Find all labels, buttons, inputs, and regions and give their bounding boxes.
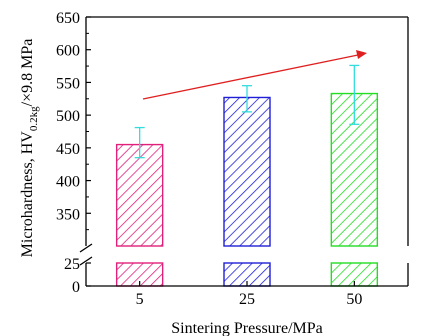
trend-arrow-line [142,54,359,100]
ticks-layer: 350 400 450 500 550 600 650 0 25 5 25 50 [56,10,362,308]
axis-break-layer [79,243,414,266]
y-tick-label-350: 350 [56,206,80,223]
axis-break-mark-top [79,243,93,253]
y-axis-label: Microhardness, HV0.2kg/×9.8 MPa [19,39,40,258]
y-tick-label-500: 500 [56,108,80,125]
bar-5-upper [115,143,164,247]
y-tick-label-lower-0: 0 [72,279,80,296]
bar-25-upper [223,96,271,247]
x-tick-label-50: 50 [346,291,362,308]
axis-break-gap [80,249,414,260]
y-axis-label-suffix: /×9.8 MPa [19,39,36,107]
y-tick-label-400: 400 [56,174,80,191]
y-tick-label-600: 600 [56,43,80,60]
trend-arrow-head [356,50,367,59]
y-axis-label-prefix: Microhardness, HV [19,131,36,258]
axis-break-mark-bottom [79,256,93,266]
x-tick-label-25: 25 [239,291,255,308]
y-tick-label-550: 550 [56,75,80,92]
y-tick-label-650: 650 [56,10,80,27]
x-axis-label: Sintering Pressure/MPa [171,320,323,336]
error-bars-layer [134,64,360,159]
y-tick-label-450: 450 [56,141,80,158]
y-tick-label-lower-25: 25 [64,256,80,273]
x-tick-label-5: 5 [136,291,144,308]
y-axis-label-subscript: 0.2kg [28,106,40,131]
trend-arrow-layer [142,50,367,100]
